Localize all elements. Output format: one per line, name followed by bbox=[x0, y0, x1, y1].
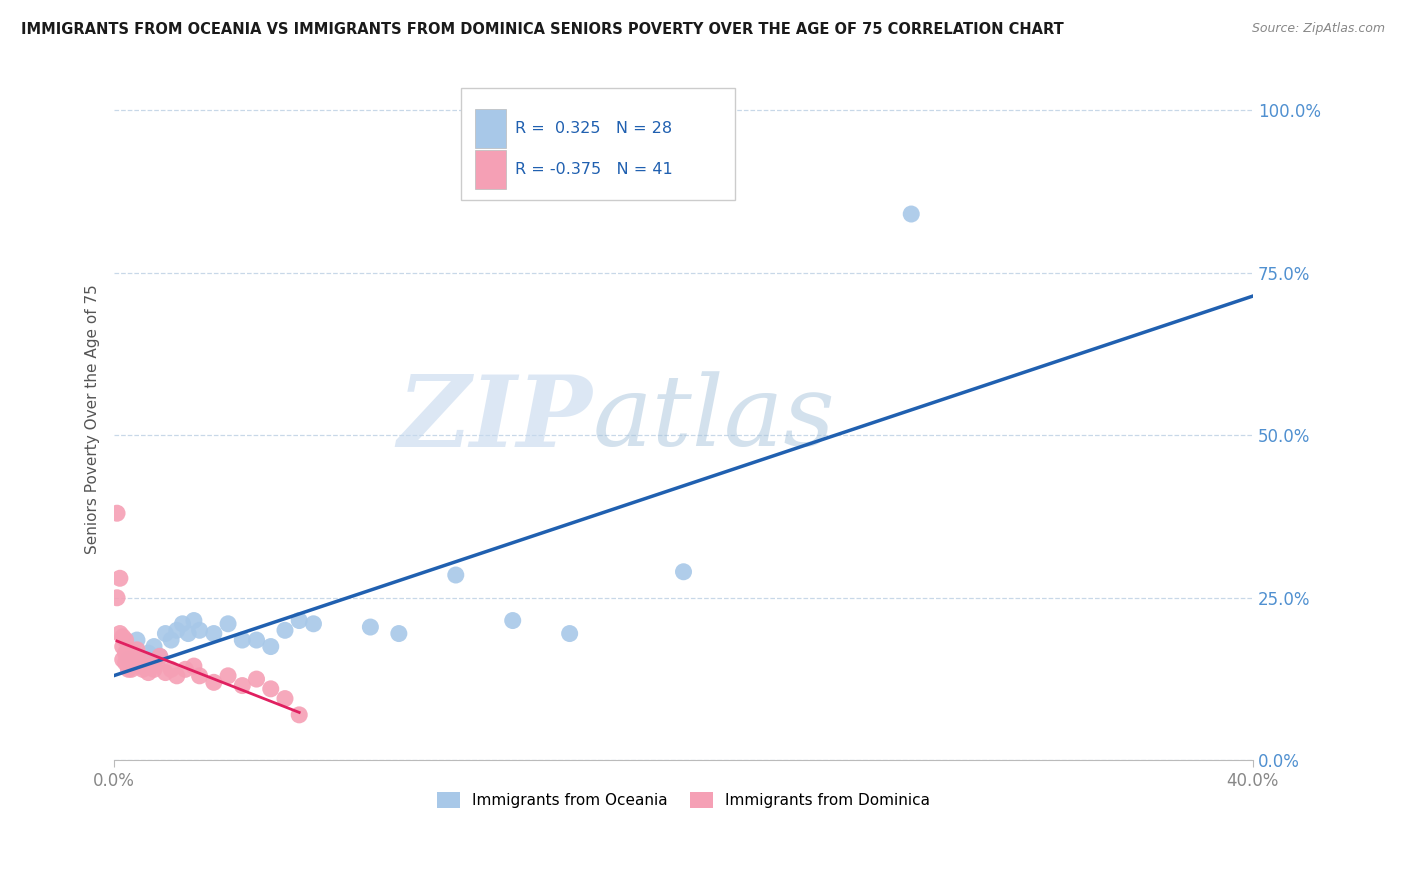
Point bbox=[444, 568, 467, 582]
Point bbox=[120, 652, 142, 666]
Point bbox=[260, 681, 283, 696]
Text: ZIP: ZIP bbox=[398, 371, 592, 467]
Point bbox=[302, 616, 325, 631]
Point bbox=[131, 652, 153, 666]
Text: R =  0.325   N = 28: R = 0.325 N = 28 bbox=[515, 121, 672, 136]
Point bbox=[149, 649, 172, 664]
Point bbox=[166, 624, 188, 638]
Point bbox=[131, 659, 153, 673]
Point bbox=[143, 640, 166, 654]
Point bbox=[108, 626, 131, 640]
Point bbox=[155, 665, 177, 680]
Point bbox=[188, 669, 211, 683]
Point bbox=[231, 633, 253, 648]
Point bbox=[117, 649, 139, 664]
Point bbox=[111, 652, 134, 666]
Point bbox=[174, 662, 197, 676]
Point bbox=[245, 672, 267, 686]
Point bbox=[149, 649, 172, 664]
Point bbox=[122, 656, 145, 670]
Point bbox=[146, 656, 169, 670]
Point bbox=[125, 642, 148, 657]
Text: R = -0.375   N = 41: R = -0.375 N = 41 bbox=[515, 162, 672, 178]
Point bbox=[202, 626, 225, 640]
Point bbox=[160, 633, 183, 648]
Point bbox=[134, 652, 156, 666]
Point bbox=[114, 656, 136, 670]
Point bbox=[111, 640, 134, 654]
Point bbox=[502, 614, 524, 628]
Point bbox=[274, 691, 297, 706]
Point bbox=[288, 707, 311, 722]
FancyBboxPatch shape bbox=[475, 150, 506, 189]
Point bbox=[105, 591, 128, 605]
Point bbox=[166, 669, 188, 683]
Point bbox=[260, 640, 283, 654]
Text: Source: ZipAtlas.com: Source: ZipAtlas.com bbox=[1251, 22, 1385, 36]
Point bbox=[160, 662, 183, 676]
Point bbox=[558, 626, 581, 640]
Point bbox=[359, 620, 381, 634]
Point bbox=[117, 652, 139, 666]
Point bbox=[108, 571, 131, 585]
Point bbox=[274, 624, 297, 638]
Y-axis label: Seniors Poverty Over the Age of 75: Seniors Poverty Over the Age of 75 bbox=[86, 284, 100, 554]
Point bbox=[122, 646, 145, 660]
Point bbox=[177, 626, 200, 640]
Point bbox=[117, 662, 139, 676]
Point bbox=[138, 665, 160, 680]
Point bbox=[114, 633, 136, 648]
Point bbox=[217, 616, 239, 631]
Point bbox=[155, 626, 177, 640]
Text: IMMIGRANTS FROM OCEANIA VS IMMIGRANTS FROM DOMINICA SENIORS POVERTY OVER THE AGE: IMMIGRANTS FROM OCEANIA VS IMMIGRANTS FR… bbox=[21, 22, 1064, 37]
FancyBboxPatch shape bbox=[475, 109, 506, 148]
Point bbox=[172, 616, 194, 631]
Point bbox=[131, 662, 153, 676]
Point bbox=[143, 662, 166, 676]
Point bbox=[202, 675, 225, 690]
FancyBboxPatch shape bbox=[461, 87, 735, 201]
Point bbox=[245, 633, 267, 648]
Point bbox=[388, 626, 411, 640]
Point bbox=[128, 659, 150, 673]
Point bbox=[900, 207, 922, 221]
Text: atlas: atlas bbox=[592, 371, 835, 467]
Point bbox=[288, 614, 311, 628]
Point bbox=[188, 624, 211, 638]
Legend: Immigrants from Oceania, Immigrants from Dominica: Immigrants from Oceania, Immigrants from… bbox=[430, 786, 936, 814]
Point bbox=[183, 614, 205, 628]
Point bbox=[105, 506, 128, 520]
Point bbox=[672, 565, 695, 579]
Point bbox=[231, 679, 253, 693]
Point bbox=[120, 662, 142, 676]
Point bbox=[138, 646, 160, 660]
Point bbox=[114, 646, 136, 660]
Point bbox=[217, 669, 239, 683]
Point bbox=[125, 633, 148, 648]
Point bbox=[111, 630, 134, 644]
Point bbox=[125, 649, 148, 664]
Point bbox=[141, 659, 163, 673]
Point bbox=[117, 656, 139, 670]
Point bbox=[183, 659, 205, 673]
